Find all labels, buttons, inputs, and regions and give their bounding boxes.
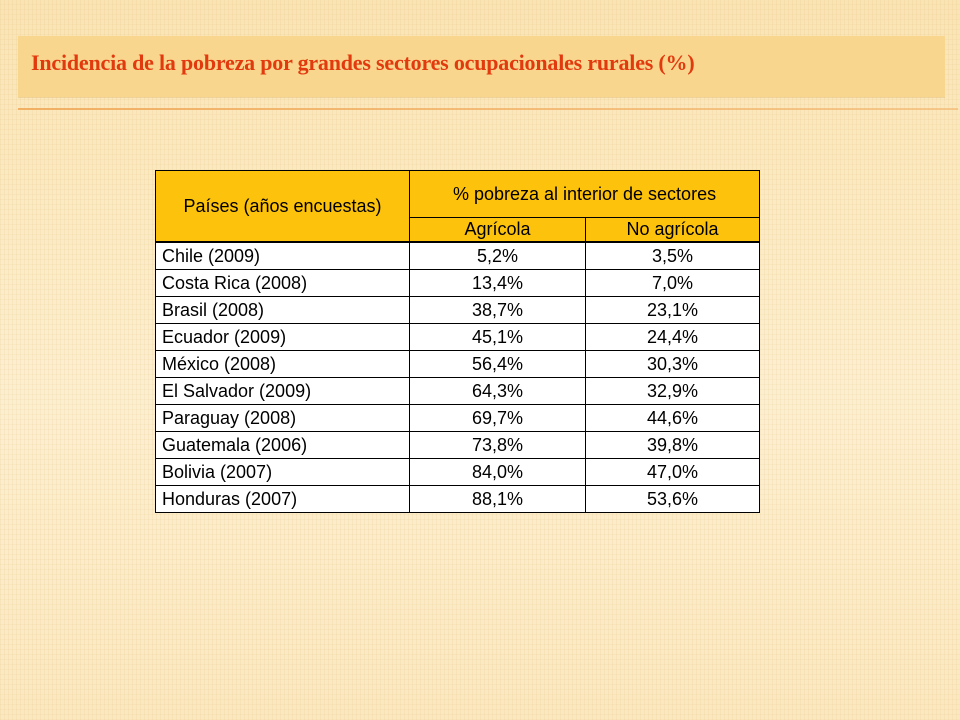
agricola-column-header: Agrícola [409, 216, 586, 243]
agricola-cell: 13,4% [409, 269, 586, 297]
agricola-cell: 84,0% [409, 458, 586, 486]
no-agricola-cell: 32,9% [584, 377, 761, 405]
agricola-cell: 38,7% [409, 296, 586, 324]
title-divider [18, 108, 958, 110]
agricola-cell: 5,2% [409, 241, 586, 270]
agricola-cell: 64,3% [409, 377, 586, 405]
country-cell: Bolivia (2007) [155, 458, 410, 486]
table-row: Brasil (2008) 38,7% 23,1% [155, 296, 761, 324]
table-row: Honduras (2007) 88,1% 53,6% [155, 485, 761, 513]
table-row: México (2008) 56,4% 30,3% [155, 350, 761, 378]
country-cell: Costa Rica (2008) [155, 269, 410, 297]
no-agricola-cell: 24,4% [584, 323, 761, 351]
no-agricola-cell: 23,1% [584, 296, 761, 324]
country-cell: El Salvador (2009) [155, 377, 410, 405]
slide-title: Incidencia de la pobreza por grandes sec… [31, 50, 695, 75]
poverty-group-header: % pobreza al interior de sectores [408, 170, 761, 218]
no-agricola-cell: 39,8% [584, 431, 761, 459]
country-cell: Honduras (2007) [155, 485, 410, 513]
no-agricola-cell: 47,0% [584, 458, 761, 486]
table-row: El Salvador (2009) 64,3% 32,9% [155, 377, 761, 405]
agricola-cell: 88,1% [409, 485, 586, 513]
table-row: Costa Rica (2008) 13,4% 7,0% [155, 269, 761, 297]
country-cell: Ecuador (2009) [155, 323, 410, 351]
agricola-cell: 45,1% [409, 323, 586, 351]
no-agricola-cell: 7,0% [584, 269, 761, 297]
country-cell: Paraguay (2008) [155, 404, 410, 432]
country-cell: Guatemala (2006) [155, 431, 410, 459]
table-row: Bolivia (2007) 84,0% 47,0% [155, 458, 761, 486]
table-row: Chile (2009) 5,2% 3,5% [155, 241, 761, 270]
no-agricola-cell: 30,3% [584, 350, 761, 378]
table-row: Guatemala (2006) 73,8% 39,8% [155, 431, 761, 459]
agricola-cell: 69,7% [409, 404, 586, 432]
poverty-table: Países (años encuestas) % pobreza al int… [155, 170, 761, 513]
no-agricola-cell: 53,6% [584, 485, 761, 513]
no-agricola-column-header: No agrícola [584, 216, 761, 243]
country-column-header: Países (años encuestas) [155, 170, 410, 243]
agricola-cell: 73,8% [409, 431, 586, 459]
title-banner: Incidencia de la pobreza por grandes sec… [18, 36, 945, 97]
country-cell: Chile (2009) [155, 241, 410, 270]
table-row: Paraguay (2008) 69,7% 44,6% [155, 404, 761, 432]
no-agricola-cell: 3,5% [584, 241, 761, 270]
no-agricola-cell: 44,6% [584, 404, 761, 432]
country-cell: México (2008) [155, 350, 410, 378]
agricola-cell: 56,4% [409, 350, 586, 378]
table-row: Ecuador (2009) 45,1% 24,4% [155, 323, 761, 351]
country-cell: Brasil (2008) [155, 296, 410, 324]
